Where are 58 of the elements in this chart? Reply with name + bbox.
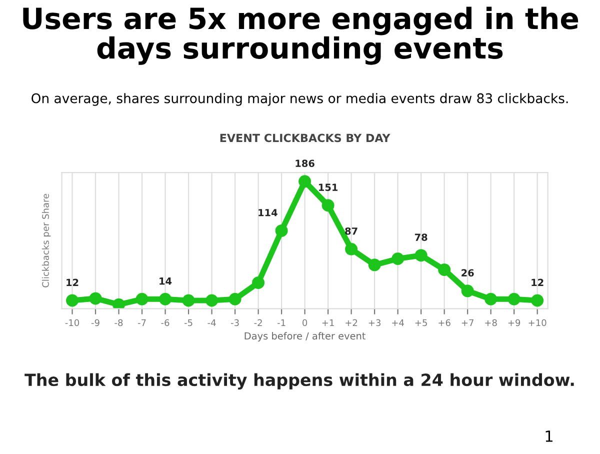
x-tick-label: +7 <box>462 319 474 326</box>
x-tick-label: +6 <box>438 319 450 326</box>
x-tick-label: -8 <box>114 319 123 326</box>
data-label: 26 <box>462 269 474 277</box>
text: On average, shares surrounding major news or media events draw 83 clickbacks. <box>32 93 568 106</box>
point <box>345 242 358 256</box>
data-label: 78 <box>414 234 428 241</box>
text: 1 <box>546 430 552 442</box>
point <box>182 294 195 307</box>
point <box>298 175 312 188</box>
point <box>112 298 126 309</box>
text: Users are 5x more engaged in the days surrounding events <box>23 6 578 65</box>
x-axis-title: Days before / after event <box>244 332 366 342</box>
point <box>89 292 102 305</box>
x-tick-label: -10 <box>65 319 80 326</box>
point <box>206 294 218 307</box>
x-tick-label: +4 <box>392 319 404 326</box>
x-tick-label: -7 <box>138 319 146 326</box>
data-label: 12 <box>532 278 544 286</box>
point <box>159 292 172 306</box>
x-tick-label: +9 <box>508 319 520 326</box>
point <box>392 252 404 266</box>
point <box>136 292 148 306</box>
x-tick-label: -4 <box>208 319 216 326</box>
point <box>252 276 265 289</box>
data-label: 186 <box>296 160 314 168</box>
text: The bulk of this activity happens within a 24 hour window. <box>24 373 574 390</box>
x-tick-label: -9 <box>91 319 100 326</box>
data-label: 87 <box>345 227 358 235</box>
data-label: 151 <box>319 184 338 191</box>
x-tick-label: -6 <box>161 319 170 326</box>
data-label: 114 <box>258 209 278 216</box>
point <box>322 199 334 212</box>
x-tick-label: +10 <box>528 319 546 326</box>
y-axis-title: Clickbacks per Share <box>42 194 51 288</box>
chart-title: EVENT CLICKBACKS BY DAY <box>220 134 390 142</box>
x-tick-label: +1 <box>322 319 334 326</box>
point <box>368 258 381 272</box>
point <box>275 224 288 237</box>
x-tick-label: -2 <box>254 319 262 326</box>
x-tick-label: -3 <box>230 319 239 326</box>
point <box>461 284 474 298</box>
point <box>66 294 79 307</box>
x-tick-label: +5 <box>415 319 427 326</box>
x-tick-label: 0 <box>302 319 308 326</box>
point <box>484 292 498 306</box>
point <box>531 294 544 307</box>
x-tick-label: +2 <box>346 319 358 326</box>
x-tick-label: -5 <box>184 319 192 326</box>
data-label: 12 <box>66 278 78 286</box>
point <box>228 292 242 306</box>
x-tick-label: +3 <box>368 319 380 326</box>
point <box>508 292 520 306</box>
x-tick-label: -1 <box>277 319 286 326</box>
point <box>438 263 451 276</box>
point <box>414 249 428 262</box>
data-label: 14 <box>160 278 172 285</box>
x-tick-label: +8 <box>485 319 497 326</box>
